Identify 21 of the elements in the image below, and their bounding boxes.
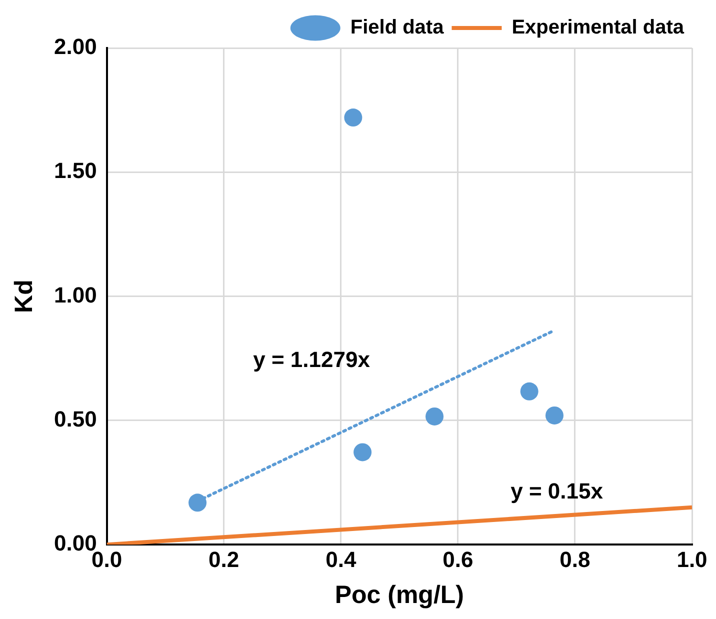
y-tick-label: 2.00	[54, 34, 97, 60]
annotation: y = 1.1279x	[253, 346, 371, 372]
x-tick-label: 0.4	[326, 546, 357, 572]
legend-label: Field data	[350, 16, 445, 39]
annotation: y = 0.15x	[510, 478, 604, 504]
x-tick-label: 1.0	[676, 546, 708, 572]
point	[545, 406, 564, 424]
point	[344, 108, 362, 127]
point	[520, 382, 538, 400]
x-tick-label: 0.6	[442, 546, 474, 572]
y-tick-label: 1.00	[54, 282, 97, 308]
point	[426, 407, 444, 426]
y-tick-label: 0.50	[54, 406, 97, 432]
x-tick-label: 0.2	[208, 546, 240, 572]
x-axis-title: Poc (mg/L)	[334, 580, 464, 609]
legend-label: Experimental data	[512, 16, 685, 39]
y-axis-title: Kd	[10, 280, 38, 313]
point	[188, 494, 207, 512]
x-tick-label: 0.8	[560, 546, 590, 572]
y-tick-label: 1.50	[54, 158, 97, 184]
point	[354, 443, 372, 462]
